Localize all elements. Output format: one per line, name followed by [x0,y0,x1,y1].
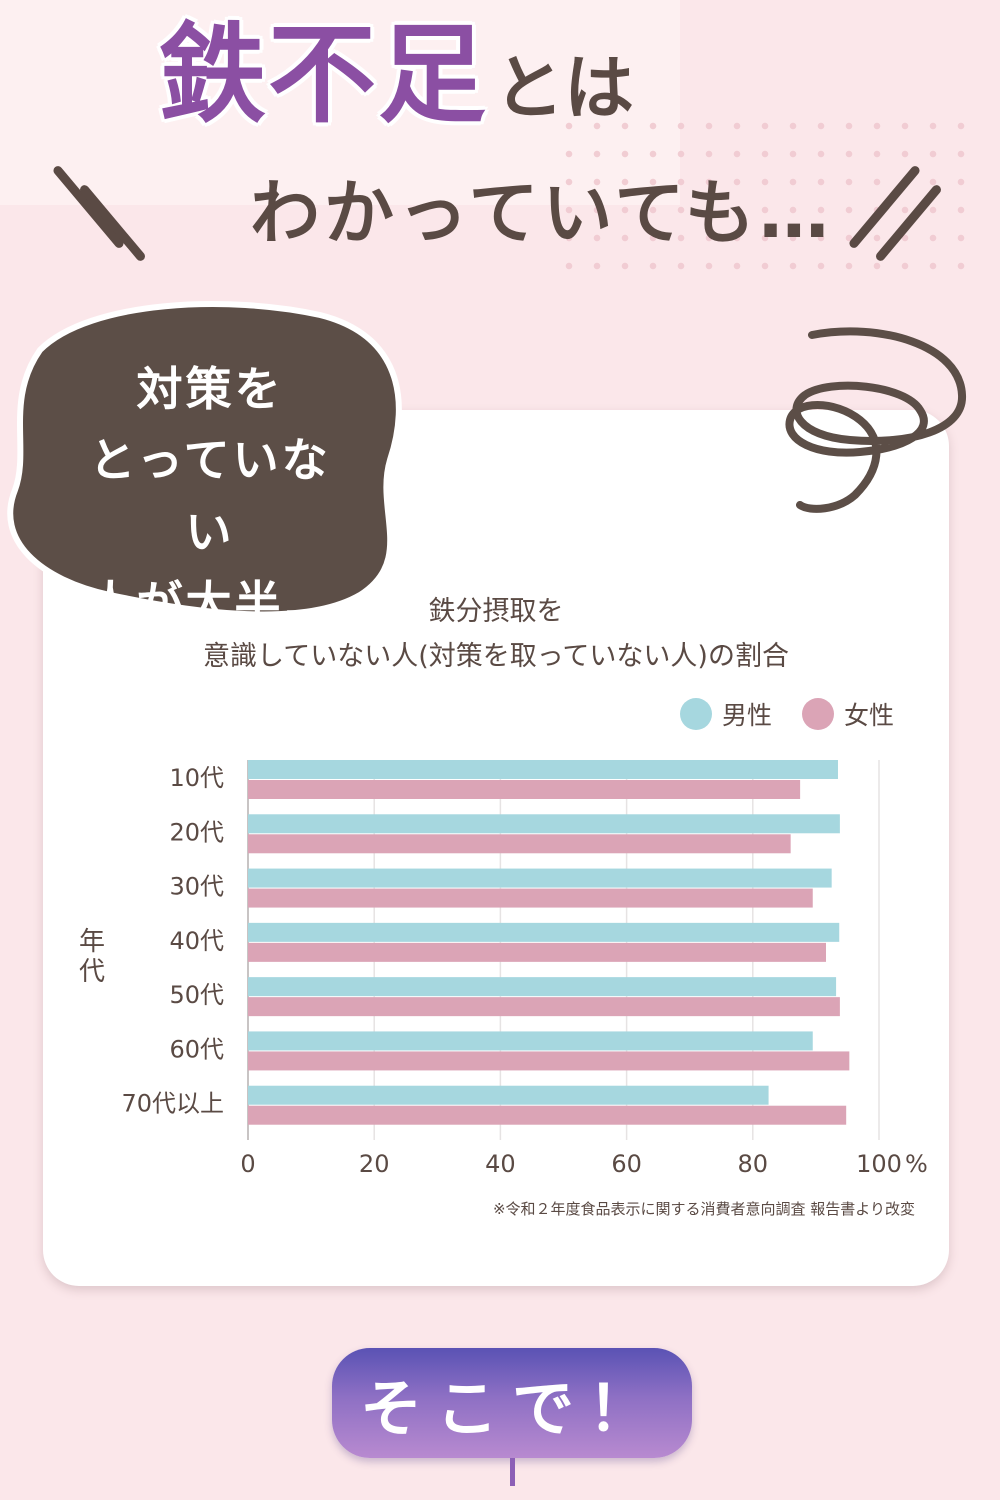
cta-connector-line [510,1458,515,1486]
y-axis-label-char: 代 [79,957,105,987]
chart-title-line-2: 意識していない人(対策を取っていない人)の割合 [203,640,789,672]
category-label: 10代 [169,764,224,792]
x-tick-label: 60 [611,1150,642,1178]
x-tick-label: 40 [485,1150,516,1178]
x-tick-label: 100 [856,1150,902,1178]
legend-swatch-female [802,698,835,730]
category-label: 60代 [169,1035,224,1063]
legend-item-male: 男性 [680,696,772,732]
dot-pattern [555,112,985,287]
legend-label-male: 男性 [722,701,773,730]
bubble-line-2: とっていない [89,433,331,559]
bar-male [248,977,837,997]
category-label: 30代 [169,873,224,901]
bar-male [248,1085,769,1105]
bar-male [248,1031,813,1051]
bar-female [248,942,826,962]
category-label: 20代 [169,818,224,846]
bar-female [248,997,840,1017]
bar-female [248,888,813,908]
chart-title: 鉄分摂取を 意識していない人(対策を取っていない人)の割合 [43,590,949,679]
bar-male [248,868,832,888]
x-tick-label: 80 [738,1150,769,1178]
subtitle: わかっていても… [250,172,833,254]
category-label: 50代 [169,981,224,1009]
bar-female [248,1105,847,1125]
category-label: 70代以上 [121,1090,224,1118]
category-label: 40代 [169,927,224,955]
x-unit-label: % [905,1150,928,1178]
legend-swatch-male [680,698,712,730]
bubble-text: 対策を とっていない 人が大半… [70,354,350,639]
headline: 鉄不足とは [158,22,634,130]
bar-female [248,1051,850,1071]
chart-footnote: ※令和２年度食品表示に関する消費者意向調査 報告書より改変 [492,1200,915,1218]
headline-emphasis: 鉄不足 [158,13,489,138]
legend-item-female: 女性 [802,696,894,732]
cta-button[interactable]: そこで！ [332,1348,692,1458]
y-axis-label-char: 年 [79,927,105,957]
legend-label-female: 女性 [844,701,895,730]
speech-blob [7,301,402,618]
bar-male [248,922,840,942]
x-tick-label: 0 [240,1150,255,1178]
bar-female [248,834,791,854]
chart-legend: 男性 女性 [680,696,894,732]
x-tick-label: 20 [359,1150,390,1178]
bar-female [248,780,801,799]
bar-male [248,760,838,779]
bubble-line-1: 対策を [136,362,284,416]
bar-male [248,814,840,834]
chart-title-line-1: 鉄分摂取を [428,596,564,627]
headline-suffix: とは [494,47,635,129]
bubble-line-3: 人が大半… [87,575,333,630]
